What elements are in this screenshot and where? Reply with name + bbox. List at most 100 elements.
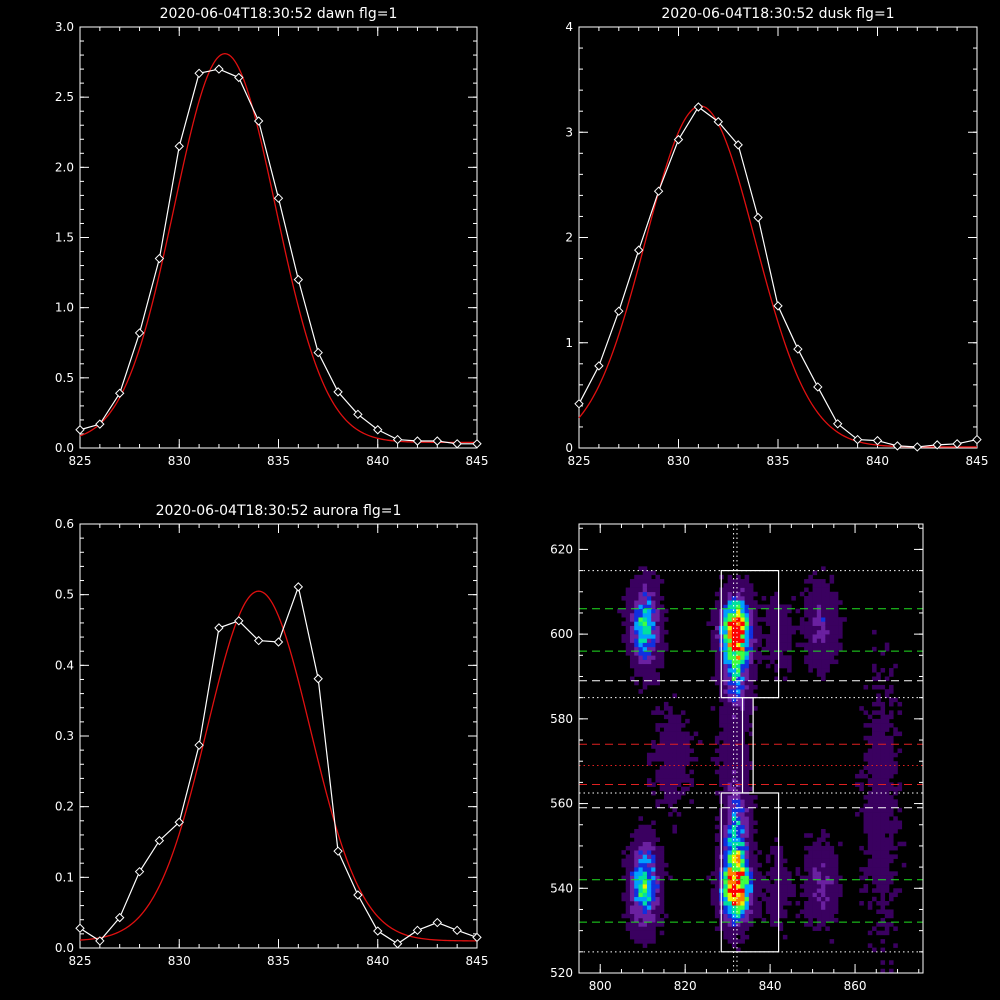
heatmap-cell: [651, 871, 656, 876]
heatmap-cell: [676, 752, 682, 758]
heatmap-cell: [753, 884, 758, 889]
heatmap-cell: [714, 617, 720, 622]
heatmap-cell: [833, 638, 839, 643]
heatmap-cell: [774, 651, 779, 656]
heatmap-cell: [889, 820, 894, 826]
heatmap-cell: [884, 642, 890, 648]
heatmap-cell: [736, 604, 741, 610]
heatmap-cell: [655, 850, 660, 855]
heatmap-cell: [744, 769, 750, 775]
heatmap-cell: [782, 913, 788, 919]
heatmap-cell: [833, 629, 839, 635]
heatmap-cell: [863, 710, 869, 715]
heatmap-cell: [646, 655, 652, 660]
heatmap-cell: [740, 803, 745, 809]
heatmap-cell: [710, 646, 716, 652]
heatmap-cell: [651, 782, 656, 787]
heatmap-cell: [872, 820, 877, 826]
heatmap-cell: [770, 600, 775, 605]
heatmap-cell: [731, 833, 737, 838]
heatmap-cell: [744, 807, 750, 813]
heatmap-cell: [744, 697, 750, 703]
heatmap-cell: [884, 803, 890, 809]
heatmap-cell: [867, 816, 873, 821]
heatmap-cell: [731, 905, 737, 910]
heatmap-cell: [812, 638, 818, 643]
heatmap-cell: [621, 596, 627, 601]
heatmap-cell: [659, 845, 665, 851]
y-tick-label: 520: [550, 966, 573, 980]
heatmap-cell: [642, 566, 648, 571]
heatmap-cell: [825, 617, 830, 622]
heatmap-cell: [744, 773, 750, 779]
heatmap-cell: [833, 608, 839, 614]
data-point: [313, 347, 323, 358]
heatmap-cell: [663, 748, 669, 754]
heatmap-cell: [748, 621, 754, 626]
heatmap-cell: [884, 888, 890, 893]
heatmap-cell: [731, 718, 737, 724]
heatmap-cell: [748, 684, 754, 690]
heatmap-cell: [651, 845, 656, 851]
heatmap-cell: [812, 617, 818, 622]
heatmap-cell: [872, 684, 877, 690]
heatmap-cell: [629, 913, 635, 919]
heatmap-cell: [842, 617, 847, 622]
heatmap-cell: [748, 723, 754, 728]
heatmap-cell: [663, 629, 669, 635]
y-tick-label: 0.5: [55, 588, 74, 602]
heatmap-cell: [736, 875, 741, 881]
heatmap-cell: [736, 706, 741, 711]
heatmap-cell: [638, 917, 644, 923]
heatmap-cell: [812, 867, 818, 872]
heatmap-cell: [727, 799, 733, 804]
heatmap-cell: [625, 913, 631, 919]
y-tick-label: 0.4: [55, 658, 74, 672]
heatmap-cell: [804, 625, 809, 631]
heatmap-cell: [808, 858, 813, 864]
x-tick-label: 860: [844, 979, 867, 993]
heatmap-cell: [638, 845, 644, 851]
heatmap-cell: [642, 871, 648, 876]
heatmap-cell: [876, 740, 881, 745]
heatmap-cell: [710, 642, 716, 648]
heatmap-cell: [774, 642, 779, 648]
heatmap-cell: [723, 765, 728, 770]
heatmap-cell: [723, 659, 728, 665]
heatmap-cell: [821, 617, 826, 622]
heatmap-cell: [808, 625, 813, 631]
heatmap-cell: [744, 837, 750, 842]
heatmap-cell: [668, 803, 673, 809]
data-point: [832, 419, 843, 429]
heatmap-cell: [867, 900, 873, 906]
heatmap-cell: [889, 697, 894, 703]
heatmap-cell: [829, 646, 835, 652]
heatmap-cell: [825, 875, 830, 881]
heatmap-cell: [816, 841, 822, 847]
heatmap-cell: [872, 854, 877, 859]
y-tick-label: 3.0: [55, 20, 74, 34]
heatmap-cell: [816, 646, 822, 652]
heatmap-cell: [646, 867, 652, 872]
heatmap-cell: [651, 600, 656, 605]
heatmap-cell: [748, 905, 754, 910]
heatmap-cell: [651, 930, 656, 936]
heatmap-cell: [825, 659, 830, 665]
heatmap-cell: [821, 862, 826, 868]
heatmap-cell: [731, 676, 737, 682]
heatmap-cell: [744, 816, 750, 821]
heatmap-cell: [816, 892, 822, 898]
heatmap-cell: [867, 828, 873, 834]
heatmap-cell: [838, 884, 843, 889]
heatmap-cell: [663, 701, 669, 707]
heatmap-cell: [765, 621, 771, 626]
heatmap-cell: [731, 769, 737, 775]
heatmap-cell: [774, 858, 779, 864]
heatmap-cell: [872, 803, 877, 809]
y-tick-label: 4: [565, 20, 573, 34]
heatmap-cell: [770, 917, 775, 923]
heatmap-cell: [821, 828, 826, 834]
heatmap-cell: [642, 824, 648, 830]
heatmap-cell: [829, 659, 835, 665]
heatmap-cell: [748, 701, 754, 707]
